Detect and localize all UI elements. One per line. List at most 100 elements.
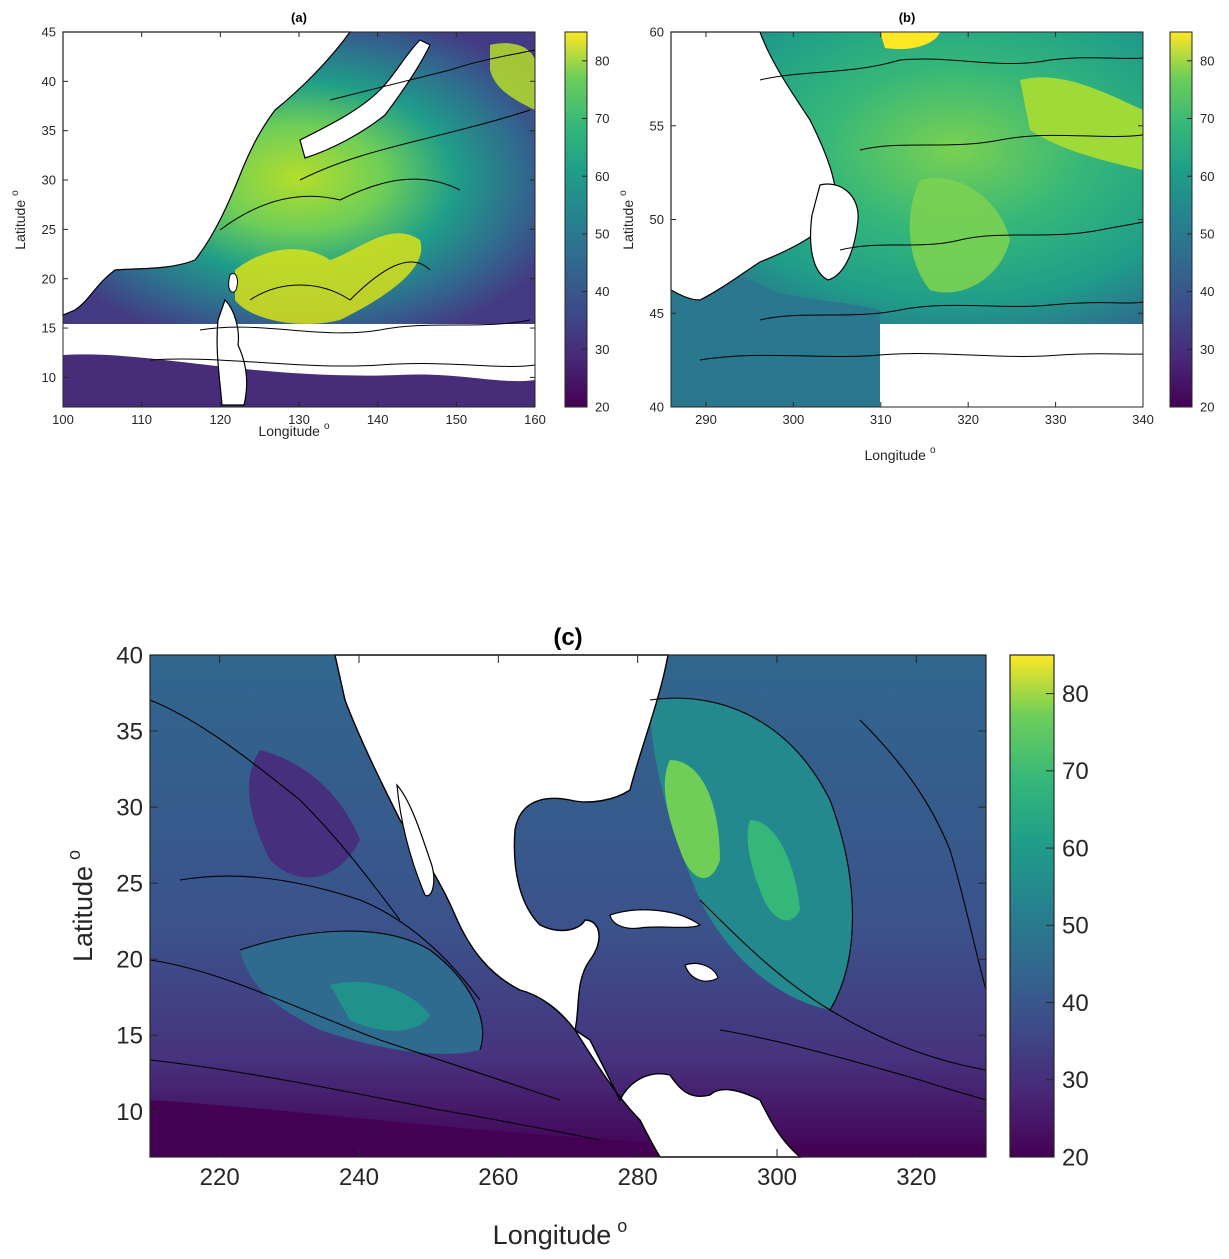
- axes-frame-c: [149, 654, 987, 1158]
- colorbar-c: [1009, 654, 1055, 1158]
- x-tick-label-c-1: 240: [339, 1164, 379, 1191]
- y-tick-label-a-1: 15: [42, 321, 56, 336]
- land-asia-a: [62, 31, 352, 316]
- colorbar-tick-label-c-5: 70: [1062, 758, 1089, 785]
- ne-high-region-a: [490, 43, 535, 110]
- colorbar-tick-label-a-6: 80: [595, 53, 609, 68]
- y-tick-label-a-3: 25: [42, 222, 56, 237]
- x-tick-label-b-3: 320: [957, 412, 979, 427]
- x-tick-label-a-0: 100: [52, 412, 74, 427]
- colorbar-tick-label-b-2: 40: [1200, 284, 1214, 299]
- y-tick-label-c-3: 25: [116, 871, 143, 898]
- y-tick-label-a-0: 10: [42, 370, 56, 385]
- panel-a: (a) 100 110 120 130 140 150 160 10 15 20 25 30 35 40…: [10, 10, 609, 439]
- x-axis-label-b: Longitude o: [864, 445, 936, 463]
- x-ticks-b: 290 300 310 320 330 340: [695, 32, 1154, 427]
- colorbar-tick-label-b-0: 20: [1200, 400, 1214, 415]
- land-baja-c: [396, 783, 435, 897]
- panel-c: (c) 220 240 260 280 300 320 10 15 20 25 30 35 40 Lo…: [64, 624, 1089, 1250]
- x-tick-label-a-6: 160: [524, 412, 546, 427]
- x-tick-label-a-1: 110: [131, 412, 152, 427]
- y-ticks-a: 10 15 20 25 30 35 40 45: [42, 25, 535, 385]
- colorbar-tick-label-c-1: 30: [1062, 1067, 1089, 1094]
- colorbar-tick-label-b-3: 50: [1200, 226, 1214, 241]
- y-ticks-c: 10 15 20 25 30 35 40: [116, 642, 986, 1126]
- west-low-region-b: [671, 275, 880, 407]
- x-tick-label-b-5: 340: [1132, 412, 1154, 427]
- colorbar-tick-label-b-5: 70: [1200, 111, 1214, 126]
- y-axis-label-b: Latitudeo: [618, 190, 636, 250]
- colorbar-tick-label-c-4: 60: [1062, 835, 1089, 862]
- x-tick-label-c-4: 300: [757, 1164, 797, 1191]
- y-tick-label-b-0: 40: [650, 400, 664, 415]
- land-cuba-c: [609, 909, 702, 930]
- land-south-america-c: [574, 1029, 802, 1158]
- x-tick-label-a-2: 120: [209, 412, 231, 427]
- y-tick-label-b-3: 55: [650, 118, 664, 133]
- high-value-region-b: [880, 32, 940, 50]
- x-ticks-a: 100 110 120 130 140 150 160: [52, 32, 546, 427]
- colorbar-tick-label-c-6: 80: [1062, 681, 1089, 708]
- x-tick-label-a-5: 150: [445, 412, 467, 427]
- low-band-region-c: [150, 1100, 986, 1157]
- south-low-region-a: [63, 354, 535, 407]
- y-tick-label-c-0: 10: [116, 1099, 143, 1126]
- y-tick-label-a-5: 35: [42, 123, 56, 138]
- atlantic-peak-region-2-c: [747, 820, 800, 921]
- colorbar-tick-label-c-0: 20: [1062, 1144, 1089, 1171]
- colorbar-tick-label-a-5: 70: [595, 111, 609, 126]
- center-green-region-b: [909, 178, 1010, 293]
- y-tick-label-c-5: 35: [116, 718, 143, 745]
- high-value-region-a: [235, 233, 422, 324]
- contours-a: [149, 49, 536, 367]
- colorbar-b: [1169, 31, 1193, 408]
- x-axis-label-a: Longitude o: [258, 421, 330, 439]
- y-axis-label-c: Latitudeo: [64, 850, 98, 962]
- ne-high-region-b: [1020, 77, 1143, 170]
- x-tick-label-b-0: 290: [695, 412, 717, 427]
- land-philippines-a: [216, 298, 248, 406]
- contours-c: [149, 697, 987, 1141]
- colorbar-tick-label-b-1: 30: [1200, 342, 1214, 357]
- x-ticks-c: 220 240 260 280 300 320: [200, 655, 936, 1191]
- colorbar-tick-label-a-1: 30: [595, 342, 609, 357]
- colorbar-tick-label-c-2: 40: [1062, 990, 1089, 1017]
- panel-title-a: (a): [291, 10, 307, 25]
- colorbar-tick-label-a-4: 60: [595, 169, 609, 184]
- y-tick-label-b-4: 60: [650, 25, 664, 40]
- x-tick-label-b-2: 310: [870, 412, 892, 427]
- y-tick-label-b-1: 45: [650, 306, 664, 321]
- y-tick-label-a-2: 20: [42, 271, 56, 286]
- colorbar-tick-label-b-4: 60: [1200, 169, 1214, 184]
- x-tick-label-b-1: 300: [783, 412, 805, 427]
- colorbar-tick-label-c-3: 50: [1062, 913, 1089, 940]
- atlantic-peak-region-c: [664, 760, 720, 879]
- panel-title-c: (c): [553, 624, 582, 651]
- y-tick-label-c-1: 15: [116, 1023, 143, 1050]
- colorbar-a: [564, 31, 588, 408]
- colorbar-tick-label-a-3: 50: [595, 226, 609, 241]
- x-tick-label-a-3: 130: [288, 412, 310, 427]
- y-ticks-b: 40 45 50 55 60: [650, 25, 1143, 415]
- x-tick-label-c-0: 220: [200, 1164, 240, 1191]
- x-tick-label-c-2: 260: [478, 1164, 518, 1191]
- y-tick-label-c-4: 30: [116, 795, 143, 822]
- y-tick-label-a-4: 30: [42, 173, 56, 188]
- x-tick-label-c-5: 320: [896, 1164, 936, 1191]
- colorbar-ticks-c: 20 30 40 50 60 70 80: [1046, 681, 1089, 1171]
- y-tick-label-b-2: 50: [650, 212, 664, 227]
- colorbar-ticks-a: 20 30 40 50 60 70 80: [582, 53, 609, 415]
- colorbar-tick-label-a-2: 40: [595, 284, 609, 299]
- panel-b: (b) 290 300 310 320 330 340 40 45 50 55 60 Longit…: [618, 10, 1214, 463]
- colorbar-tick-label-b-6: 80: [1200, 53, 1214, 68]
- panel-title-b: (b): [899, 10, 916, 25]
- colorbar-tick-label-a-0: 20: [595, 400, 609, 415]
- y-axis-label-a: Latitudeo: [10, 190, 28, 250]
- x-tick-label-a-4: 140: [367, 412, 389, 427]
- land-newfoundland-b: [809, 183, 859, 281]
- y-tick-label-c-6: 40: [116, 642, 143, 669]
- x-tick-label-c-3: 280: [618, 1164, 658, 1191]
- contours-b: [699, 57, 1144, 361]
- y-tick-label-a-7: 45: [42, 25, 56, 40]
